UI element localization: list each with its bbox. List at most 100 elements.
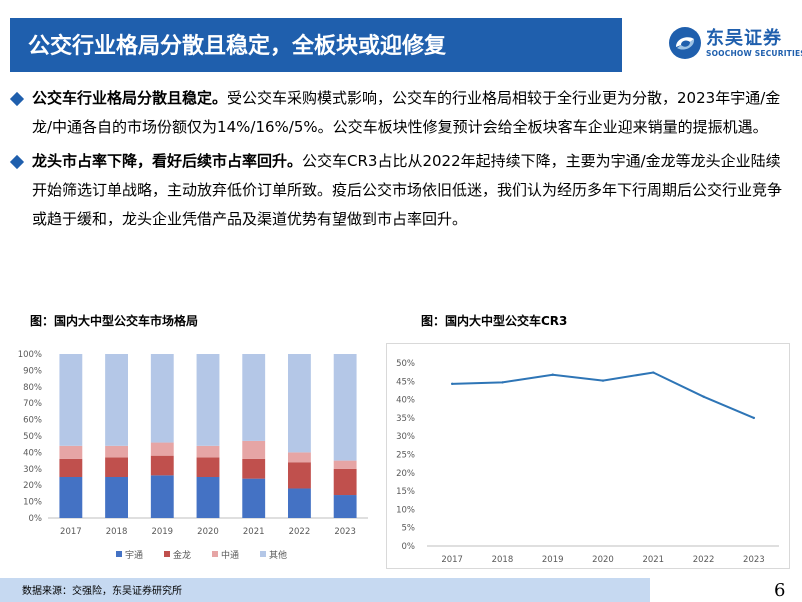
legend-swatch	[116, 551, 122, 557]
bar-segment	[150, 455, 174, 476]
bar-segment	[196, 445, 220, 458]
bar-segment	[288, 462, 311, 489]
bullet-list: 公交车行业格局分散且稳定。受公交车采购模式影响，公交车的行业格局相较于全行业更为…	[9, 84, 790, 234]
legend-label: 中通	[221, 549, 239, 561]
bar-segment	[196, 457, 220, 477]
y-tick-label: 100%	[18, 350, 42, 360]
y-tick-label: 30%	[396, 432, 415, 442]
bar-segment	[288, 354, 311, 453]
bar-segment	[242, 354, 266, 441]
y-tick-label: 25%	[396, 451, 415, 461]
line-chart: 0% 5% 10% 15% 20% 25% 30% 35% 40% 45% 50% 2017 2018 2…	[386, 343, 790, 569]
legend-label: 其他	[269, 549, 287, 561]
y-tick-label: 60%	[23, 416, 42, 426]
bar-segment	[150, 354, 174, 443]
y-tick-label: 50%	[396, 359, 415, 369]
bar-segment	[196, 477, 220, 518]
data-source: 数据来源：交强险，东吴证券研究所	[22, 586, 182, 597]
cr3-data-point	[450, 382, 454, 386]
line-chart-svg: 0% 5% 10% 15% 20% 25% 30% 35% 40% 45% 50% 2017 2018 2…	[396, 359, 779, 565]
bar-segment	[59, 354, 83, 446]
x-tick-label: 2017	[441, 555, 463, 565]
y-tick-label: 15%	[396, 487, 415, 497]
y-tick-label: 80%	[23, 383, 42, 393]
bullet-item: 龙头市占率下降，看好后续市占率回升。公交车CR3占比从2022年起持续下降，主要…	[9, 147, 790, 234]
bar-segment	[105, 445, 128, 458]
bar-segment	[288, 452, 311, 463]
cr3-data-point	[551, 373, 554, 376]
bullet-item: 公交车行业格局分散且稳定。受公交车采购模式影响，公交车的行业格局相较于全行业更为…	[9, 84, 790, 142]
x-tick-label: 2017	[60, 527, 82, 537]
y-tick-label: 0%	[29, 514, 43, 524]
bar-segment	[105, 457, 128, 477]
bar-segment	[333, 460, 357, 469]
bar-segment	[288, 488, 311, 518]
y-tick-label: 40%	[23, 448, 42, 458]
chart-title-cr3: 图：国内大中型公交车CR3	[421, 314, 568, 328]
bullet-lead: 龙头市占率下降，看好后续市占率回升。	[32, 152, 303, 170]
chart-title-market-share: 图：国内大中型公交车市场格局	[30, 314, 199, 328]
y-tick-label: 90%	[23, 366, 42, 376]
bar-segment	[59, 477, 83, 518]
x-tick-label: 2020	[592, 555, 614, 565]
legend-label: 宇通	[125, 549, 143, 561]
y-tick-label: 45%	[396, 377, 415, 387]
y-tick-label: 35%	[396, 414, 415, 424]
x-tick-label: 2023	[334, 527, 356, 537]
legend-swatch	[260, 551, 266, 557]
bullet-text: 受公交车采购模式影响，公交车的行业格局相较于全行业更为分散，2023年宇通/金龙…	[32, 89, 781, 136]
cr3-data-point	[601, 379, 605, 382]
bar-segment	[333, 468, 357, 496]
y-tick-label: 0%	[402, 542, 416, 552]
x-tick-label: 2022	[289, 527, 311, 537]
x-tick-label: 2021	[642, 555, 664, 565]
footer-bar: 数据来源：交强险，东吴证券研究所	[0, 578, 650, 602]
diamond-bullet-icon	[9, 91, 25, 107]
x-tick-label: 2019	[542, 555, 564, 565]
bar-segment	[333, 495, 357, 518]
logo-name: 东吴证券	[706, 28, 782, 49]
cr3-data-point	[702, 395, 705, 398]
page-number: 6	[774, 580, 786, 601]
y-tick-label: 50%	[23, 432, 42, 442]
soochow-logo-icon	[669, 27, 701, 59]
bar-segment	[150, 442, 174, 456]
bar-segment	[242, 458, 266, 479]
legend-label: 金龙	[173, 549, 191, 561]
x-tick-label: 2021	[243, 527, 265, 537]
y-tick-label: 40%	[396, 396, 415, 406]
y-tick-label: 30%	[23, 465, 42, 475]
page-title: 公交行业格局分散且稳定，全板块或迎修复	[28, 34, 447, 59]
bar-segment	[105, 477, 128, 518]
cr3-data-point	[752, 416, 756, 420]
bar-segment	[59, 458, 83, 477]
bullet-text: 公交车CR3占比从2022年起持续下降，主要为宇通/金龙等龙头企业陆续开始筛选订…	[32, 152, 783, 228]
y-tick-label: 5%	[402, 524, 416, 534]
bar-segment	[333, 354, 357, 461]
cr3-series-line	[452, 371, 755, 419]
y-tick-label: 10%	[396, 505, 415, 515]
x-tick-label: 2019	[151, 527, 173, 537]
cr3-data-point	[501, 381, 504, 384]
bar-segment	[105, 354, 128, 446]
y-tick-label: 20%	[396, 469, 415, 479]
bar-segment	[242, 478, 266, 518]
bar-segment	[196, 354, 220, 446]
x-tick-label: 2018	[106, 527, 128, 537]
y-tick-label: 20%	[23, 481, 42, 491]
x-tick-label: 2020	[197, 527, 219, 537]
bar-segment	[242, 440, 266, 459]
stacked-bar-chart: 0% 10% 20% 30% 40% 50% 60% 70% 80% 90% 100% 2017 201…	[8, 338, 378, 570]
bullet-lead: 公交车行业格局分散且稳定。	[32, 89, 228, 107]
company-logo: 东吴证券 SOOCHOW SECURITIES	[668, 24, 802, 66]
y-tick-label: 70%	[23, 399, 42, 409]
cr3-data-point	[652, 371, 655, 374]
logo-subtitle: SOOCHOW SECURITIES	[706, 49, 802, 58]
title-banner: 公交行业格局分散且稳定，全板块或迎修复	[10, 18, 622, 72]
bar-segment	[150, 475, 174, 518]
x-tick-label: 2022	[693, 555, 715, 565]
legend-swatch	[212, 551, 218, 557]
stacked-bar-chart-svg: 0% 10% 20% 30% 40% 50% 60% 70% 80% 90% 100% 2017 201…	[18, 350, 368, 561]
y-tick-label: 10%	[23, 498, 42, 508]
x-tick-label: 2018	[492, 555, 514, 565]
